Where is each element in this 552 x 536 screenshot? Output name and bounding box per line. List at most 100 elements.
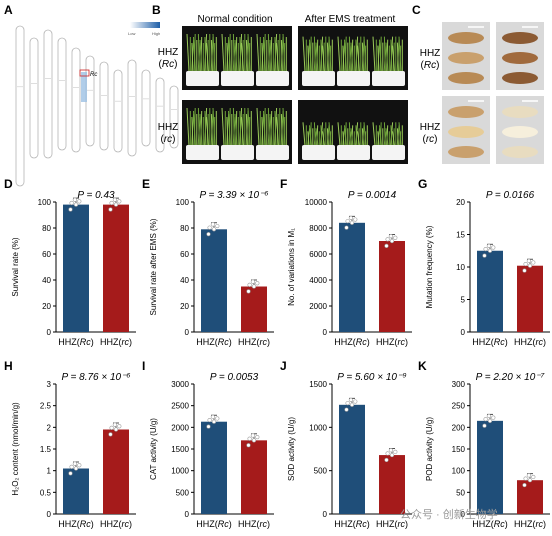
chromosome [155,77,165,153]
data-point [72,461,77,466]
seedling-blade [280,113,283,147]
seedling-blade [379,39,382,73]
seedling-blade [204,110,207,147]
y-tick-label: 0 [323,328,328,337]
data-point [527,263,533,268]
data-point [77,199,82,204]
y-tick-label: 1.5 [40,445,52,454]
seedling-blade [313,122,316,147]
data-point [211,227,217,232]
data-point [69,464,74,469]
bar [477,250,503,332]
chromosome [71,47,81,153]
y-tick-label: 0 [185,510,190,519]
seedling-blade [269,39,273,73]
chart-letter: F [280,177,287,191]
data-point [251,284,257,289]
data-point [255,281,260,286]
y-tick-label: 200 [452,423,466,432]
p-value: P = 0.0166 [486,190,535,201]
data-point [393,449,398,454]
data-point [72,197,77,202]
seedling-blade [342,45,345,73]
data-point [523,476,528,481]
svg-text:(Rc): (Rc) [421,60,440,71]
chromosome [113,69,123,153]
seedling-pot [302,145,335,160]
panel-c-row2-geno: rc [426,134,434,145]
data-point [388,234,394,239]
data-point [384,457,389,463]
x-tick-label: HHZ(Rc) [196,337,232,347]
chromosome [15,25,25,187]
panel-b-row2-line: HHZ [158,122,179,133]
panel-b-col2-title: After EMS treatment [305,14,396,25]
bar [63,468,89,514]
data-point [531,474,536,480]
data-point [526,473,532,478]
seedling-blade [344,125,347,147]
data-point [247,282,252,287]
y-axis-label: Survival rate after EMS (%) [149,218,158,315]
p-value: P = 0.0053 [210,372,259,383]
panel-c-row1-line: HHZ [420,48,441,59]
seedling-blade [363,122,367,147]
seedling-blade [245,113,248,147]
y-tick-label: 2500 [171,402,189,411]
seedling-blade [355,125,358,147]
seedling-blade [267,107,270,147]
panel-b: B Normal condition After EMS treatment H… [152,3,408,164]
seedling-blade [245,39,248,73]
chromosome [127,59,137,157]
data-point [73,466,79,471]
seedling-blade [193,110,196,147]
x-tick-label: HHZ(Rc) [58,519,94,529]
y-tick-label: 10000 [305,198,328,207]
y-tick-label: 2000 [309,302,327,311]
bar [517,480,543,514]
panel-b-row2-geno: rc [164,134,172,145]
seedling-blade [377,131,380,147]
x-tick-label: HHZ(rc) [376,337,408,347]
panel-b-row1-line: HHZ [158,47,179,58]
heat-legend-bar [130,22,160,28]
seedling-pot [186,71,219,86]
chart-letter: D [4,177,13,191]
chart-h: H P = 8.76 × 10⁻⁶ H₂O₂ content (nmol/min/g… [4,359,136,529]
data-point [108,207,113,212]
p-value: P = 2.20 × 10⁻⁷ [476,372,545,383]
data-point [345,401,350,406]
seedling-pot [186,145,219,160]
y-tick-label: 8000 [309,224,327,233]
seedling-blade [247,33,251,73]
x-tick-label: HHZ(rc) [100,519,132,529]
seedling-blade [241,42,244,73]
y-axis-label: CAT activity (U/g) [149,418,158,480]
y-tick-label: 100 [452,467,466,476]
data-point [349,220,355,225]
seedling-blade [385,42,389,73]
chromosome [99,61,109,151]
data-point [210,222,215,227]
y-tick-label: 40 [42,276,51,285]
bar [517,265,543,332]
seed [502,32,538,44]
seedling-pot [337,145,370,160]
heat-legend-low: Low [128,31,135,36]
data-point [109,200,114,206]
seedling-blade [186,107,190,147]
y-axis-label: SOD activity (U/g) [287,417,296,481]
y-tick-label: 3 [47,380,52,389]
data-point [523,261,528,267]
chart-i: I P = 0.0053 CAT activity (U/g) 0 500 1000 150… [142,359,274,529]
y-tick-label: 20 [456,198,465,207]
chart-f: F P = 0.0014 No. of variations in M₁ 0 2000 4… [280,177,412,347]
y-tick-label: 100 [38,198,52,207]
bar [201,421,227,514]
seedling-blade [210,113,213,147]
seedling-blade [197,107,200,147]
y-tick-label: 4000 [309,276,327,285]
y-tick-label: 0 [185,328,190,337]
seedling-blade [234,39,238,73]
